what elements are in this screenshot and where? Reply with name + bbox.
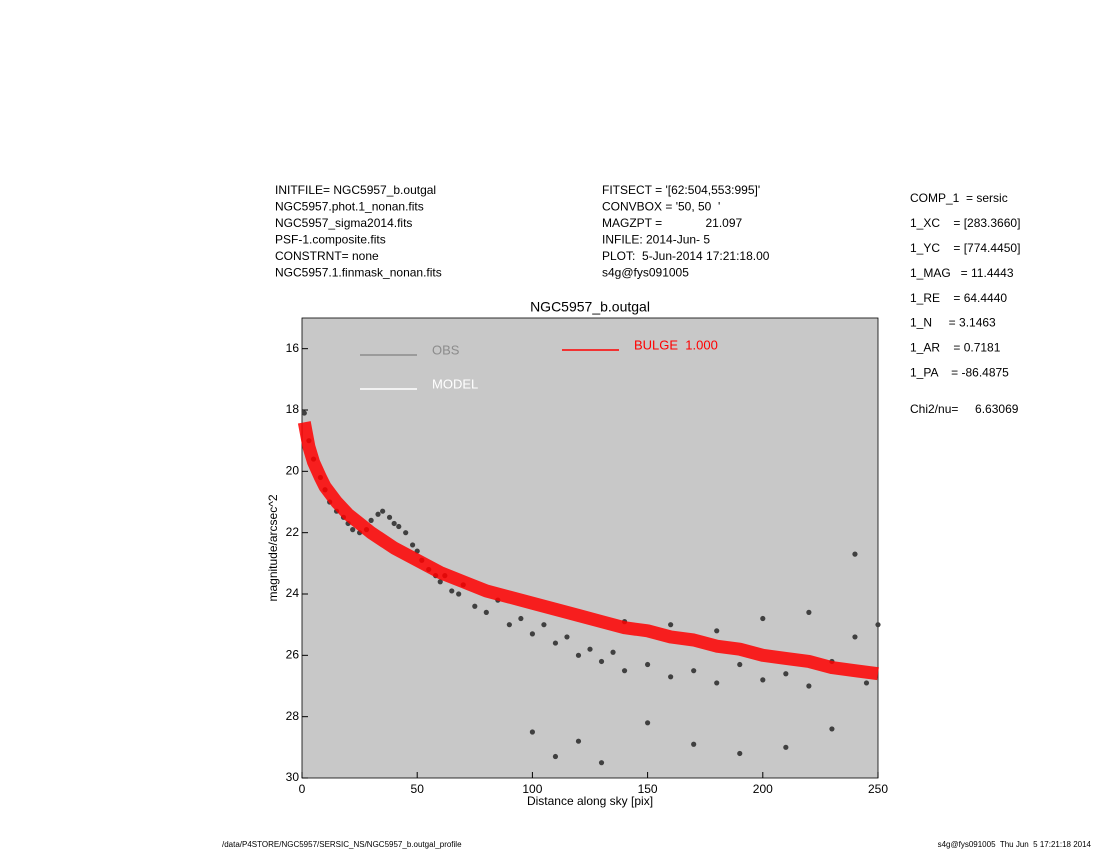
y-axis-title: magnitude/arcsec^2 — [266, 494, 280, 601]
obs-point — [391, 520, 397, 527]
obs-point — [783, 671, 789, 677]
model-band — [297, 421, 879, 681]
obs-point — [852, 551, 858, 557]
header-middle-line: FITSECT = '[62:504,553:995]' — [602, 183, 760, 197]
legend-label: BULGE 1.000 — [634, 337, 718, 352]
fit-parameter: COMP_1 = sersic — [910, 191, 1008, 205]
header-left-line: PSF-1.composite.fits — [275, 233, 386, 247]
legend-label: OBS — [432, 342, 460, 357]
y-tick-label: 24 — [286, 586, 300, 600]
obs-point — [529, 729, 536, 735]
legend-label: MODEL — [432, 376, 478, 391]
obs-point — [737, 750, 743, 757]
obs-point — [863, 680, 870, 686]
obs-point — [829, 726, 835, 732]
obs-point — [598, 658, 605, 665]
x-tick-label: 200 — [753, 782, 773, 796]
x-tick-label: 250 — [868, 782, 888, 796]
obs-point — [506, 622, 512, 628]
obs-point — [783, 744, 789, 750]
x-axis-title: Distance along sky [pix] — [527, 794, 653, 808]
obs-point — [875, 622, 881, 628]
obs-point — [737, 661, 743, 668]
x-tick-label: 50 — [411, 782, 425, 796]
obs-point — [587, 646, 593, 652]
y-tick-label: 22 — [286, 525, 300, 539]
fit-parameter: 1_YC = [774.4450] — [910, 241, 1020, 255]
obs-point — [472, 603, 478, 609]
obs-point — [806, 609, 812, 616]
obs-point — [529, 631, 536, 637]
chi2: Chi2/nu= 6.63069 — [910, 402, 1019, 416]
obs-point — [714, 628, 720, 634]
obs-point — [552, 640, 559, 646]
y-tick-label: 16 — [286, 341, 300, 355]
header-middle-line: CONVBOX = '50, 50 ' — [602, 200, 720, 214]
fit-parameter: 1_AR = 0.7181 — [910, 341, 1001, 355]
obs-point — [456, 591, 462, 597]
obs-point — [806, 683, 812, 689]
obs-point — [668, 622, 674, 628]
obs-point — [437, 579, 443, 585]
obs-point — [621, 668, 628, 674]
obs-point — [518, 615, 524, 622]
obs-point — [668, 674, 674, 680]
header-left-line: NGC5957.phot.1_nonan.fits — [275, 200, 424, 214]
y-tick-label: 18 — [286, 402, 300, 416]
x-tick-label: 150 — [638, 782, 658, 796]
fit-parameter: 1_XC = [283.3660] — [910, 216, 1020, 230]
x-tick-label: 0 — [299, 782, 306, 796]
obs-point — [691, 668, 697, 674]
obs-point — [760, 615, 766, 622]
obs-point — [396, 523, 402, 530]
header-left-line: NGC5957_sigma2014.fits — [275, 216, 412, 230]
obs-point — [409, 542, 416, 548]
obs-point — [575, 738, 582, 744]
obs-point — [301, 410, 307, 416]
obs-point — [852, 634, 858, 640]
obs-point — [380, 508, 386, 514]
obs-point — [541, 622, 547, 628]
obs-point — [449, 588, 455, 594]
obs-point — [645, 720, 651, 726]
obs-point — [368, 517, 374, 524]
fit-parameter: 1_PA = -86.4875 — [910, 365, 1009, 379]
fit-parameter: 1_MAG = 11.4443 — [910, 266, 1014, 280]
header-left-line: INITFILE= NGC5957_b.outgal — [275, 183, 436, 197]
y-tick-label: 30 — [286, 770, 300, 784]
obs-point — [483, 609, 489, 616]
obs-point — [575, 652, 582, 658]
obs-point — [598, 760, 605, 766]
obs-point — [564, 634, 570, 640]
obs-point — [350, 527, 356, 533]
footer-left: /data/P4STORE/NGC5957/SERSIC_NS/NGC5957_… — [222, 840, 462, 849]
obs-point — [375, 511, 381, 517]
obs-point — [714, 680, 720, 686]
header-left-line: NGC5957.1.finmask_nonan.fits — [275, 266, 442, 280]
header-middle-line: MAGZPT = 21.097 — [602, 216, 742, 230]
header-middle-line: s4g@fys091005 — [602, 266, 689, 280]
header-left-line: CONSTRNT= none — [275, 249, 379, 263]
obs-point — [610, 649, 616, 655]
y-tick-label: 28 — [286, 709, 300, 723]
obs-point — [645, 661, 651, 668]
chart-title: NGC5957_b.outgal — [530, 299, 650, 315]
x-tick-label: 100 — [522, 782, 542, 796]
y-tick-label: 26 — [286, 648, 300, 662]
header-middle-line: INFILE: 2014-Jun- 5 — [602, 233, 710, 247]
header-middle-line: PLOT: 5-Jun-2014 17:21:18.00 — [602, 249, 770, 263]
footer-right: s4g@fys091005 Thu Jun 5 17:21:18 2014 — [938, 840, 1092, 849]
obs-point — [403, 530, 409, 536]
obs-point — [760, 677, 766, 683]
fit-parameter: 1_RE = 64.4440 — [910, 291, 1007, 305]
y-tick-label: 20 — [286, 464, 300, 478]
fit-parameter: 1_N = 3.1463 — [910, 316, 996, 330]
obs-point — [691, 741, 697, 747]
obs-point — [552, 753, 559, 760]
obs-point — [386, 514, 393, 520]
